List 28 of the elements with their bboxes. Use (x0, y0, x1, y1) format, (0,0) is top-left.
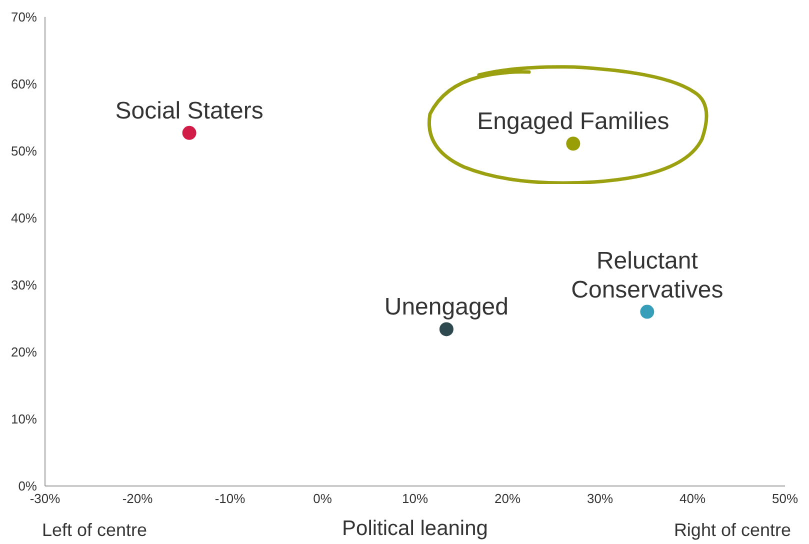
text: Right of centre (674, 520, 791, 541)
y-tick-label: 0% (18, 478, 38, 494)
series-label: Social Staters (115, 97, 264, 124)
x-tick-label: -20% (122, 491, 154, 506)
y-tick-label: 10% (10, 412, 38, 427)
y-tick-label: 60% (10, 76, 38, 92)
series-label: Engaged Families (477, 108, 670, 136)
point (566, 136, 580, 151)
point (640, 304, 654, 319)
y-tick-label: 30% (10, 278, 38, 293)
x-tick-label: -30% (30, 491, 61, 506)
y-tick-label: 20% (10, 344, 38, 360)
x-tick-label: 10% (402, 491, 428, 506)
x-tick-label: 30% (586, 491, 614, 506)
x-tick-label: 20% (494, 491, 521, 506)
x-tick-label: 50% (772, 491, 798, 506)
point (182, 126, 196, 140)
text: Left of centre (42, 520, 148, 541)
x-tick-label: -10% (214, 491, 246, 506)
y-tick-label: 40% (10, 210, 38, 226)
y-tick-label: 70% (10, 10, 38, 25)
point (439, 322, 454, 336)
series-label: Unengaged (384, 294, 509, 321)
y-tick-label: 50% (10, 144, 38, 159)
x-tick-label: 0% (313, 491, 332, 506)
x-axis-title: Political leaning (342, 517, 488, 540)
series-label: Reluctant Conservatives (571, 247, 724, 304)
x-tick-label: 40% (679, 491, 706, 506)
